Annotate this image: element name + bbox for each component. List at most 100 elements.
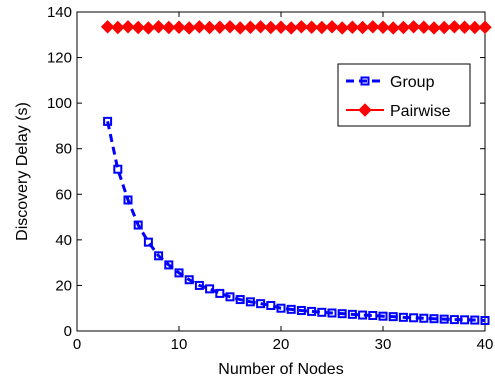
data-point-pairwise xyxy=(325,20,339,34)
data-point-pairwise xyxy=(468,20,482,35)
data-point-pairwise xyxy=(182,21,196,35)
data-point-group xyxy=(460,315,470,325)
data-point-group xyxy=(358,310,368,320)
data-point-pairwise xyxy=(457,20,472,34)
data-point-group xyxy=(225,292,235,302)
data-point-pairwise xyxy=(417,20,431,34)
data-point-pairwise xyxy=(243,20,258,34)
data-point-pairwise xyxy=(366,20,380,34)
x-tick-label: 30 xyxy=(375,336,392,353)
data-point-group xyxy=(154,251,164,261)
data-point-pairwise xyxy=(100,20,115,34)
data-point-group xyxy=(113,164,123,174)
data-point-group xyxy=(103,116,113,126)
data-point-group xyxy=(347,309,357,319)
plot-area xyxy=(77,12,485,331)
data-point-group xyxy=(409,313,419,323)
data-point-group xyxy=(184,275,194,285)
data-point-pairwise xyxy=(172,20,186,34)
y-tick-label: 140 xyxy=(47,4,72,21)
data-point-pairwise xyxy=(315,20,329,35)
data-point-pairwise xyxy=(111,20,125,35)
data-point-group xyxy=(215,288,225,298)
data-point-pairwise xyxy=(437,20,451,35)
data-point-group xyxy=(174,268,184,278)
data-point-group xyxy=(143,237,153,247)
data-point-group xyxy=(256,299,266,309)
data-point-group xyxy=(317,307,327,317)
plot-background xyxy=(77,12,485,331)
y-tick-label: 60 xyxy=(55,186,72,203)
data-point-pairwise xyxy=(264,20,278,35)
data-point-pairwise xyxy=(304,20,319,34)
data-point-group xyxy=(398,312,408,322)
data-point-pairwise xyxy=(202,20,217,35)
legend-label-pairwise: Pairwise xyxy=(390,103,451,120)
y-tick-label: 100 xyxy=(47,95,72,112)
data-point-pairwise xyxy=(233,21,247,35)
data-point-group xyxy=(286,304,296,314)
x-axis-label: Number of Nodes xyxy=(218,361,343,378)
data-point-group xyxy=(378,311,388,321)
data-point-pairwise xyxy=(192,20,207,34)
data-point-pairwise xyxy=(386,21,400,35)
legend-marker-group xyxy=(360,76,370,86)
data-point-pairwise xyxy=(427,21,441,35)
legend-marker-pairwise xyxy=(358,103,372,117)
legend-label-group: Group xyxy=(390,74,435,91)
data-point-group xyxy=(439,314,449,324)
series-pairwise xyxy=(100,20,492,35)
data-point-group xyxy=(276,303,286,313)
data-point-group xyxy=(266,300,276,310)
ticks: 0 10 20 30 40 0 20 40 60 80 100 120 140 xyxy=(47,4,493,353)
data-point-pairwise xyxy=(274,20,288,34)
data-point-pairwise xyxy=(253,20,268,34)
data-point-group xyxy=(327,308,337,318)
data-point-group xyxy=(164,260,174,270)
y-tick-label: 0 xyxy=(64,323,72,340)
x-tick-label: 40 xyxy=(477,336,494,353)
legend: Group Pairwise xyxy=(337,63,471,127)
data-point-pairwise xyxy=(162,20,176,35)
data-point-group xyxy=(194,280,204,290)
data-point-pairwise xyxy=(131,20,145,35)
y-tick-label: 120 xyxy=(47,50,72,67)
data-point-group xyxy=(388,312,398,322)
data-point-pairwise xyxy=(406,20,421,34)
data-point-group xyxy=(123,195,133,205)
data-point-group xyxy=(133,220,143,230)
data-point-pairwise xyxy=(121,20,135,34)
data-point-pairwise xyxy=(151,20,166,34)
data-point-pairwise xyxy=(141,21,156,35)
data-point-pairwise xyxy=(335,21,349,35)
data-point-group xyxy=(429,314,439,324)
data-point-pairwise xyxy=(345,20,360,34)
series-line-group xyxy=(106,121,486,323)
data-point-group xyxy=(245,297,255,307)
data-point-pairwise xyxy=(284,21,298,35)
y-axis-label: Discovery Delay (s) xyxy=(14,102,31,241)
data-point-group xyxy=(449,315,459,325)
data-point-group xyxy=(368,311,378,321)
data-point-group xyxy=(235,295,245,305)
y-tick-label: 80 xyxy=(55,141,72,158)
data-point-group xyxy=(205,284,215,294)
y-tick-label: 20 xyxy=(55,277,72,294)
series-group xyxy=(103,116,490,326)
data-point-pairwise xyxy=(447,20,462,34)
series-layer xyxy=(100,20,492,326)
legend-item-pairwise: Pairwise xyxy=(346,103,451,120)
x-tick-label: 10 xyxy=(171,336,188,353)
data-point-group xyxy=(296,305,306,315)
data-point-pairwise xyxy=(355,20,370,35)
data-point-group xyxy=(470,315,480,325)
data-point-group xyxy=(337,309,347,319)
data-point-group xyxy=(419,313,429,323)
legend-box xyxy=(337,63,471,127)
x-tick-label: 0 xyxy=(73,336,81,353)
y-tick-label: 40 xyxy=(55,232,72,249)
data-point-pairwise xyxy=(376,20,390,34)
data-point-pairwise xyxy=(396,20,411,35)
data-point-pairwise xyxy=(223,20,237,34)
